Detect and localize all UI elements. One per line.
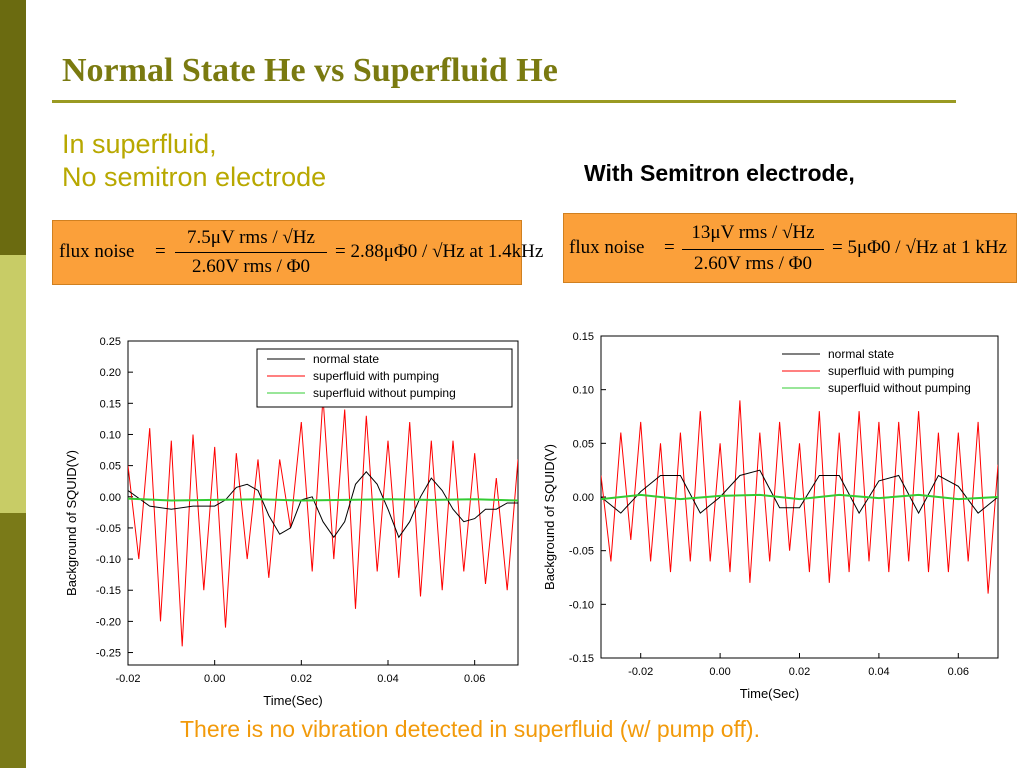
y-tick-label: -0.10	[569, 599, 594, 611]
sidebar-band-middle	[0, 255, 26, 513]
formula-fraction-bar	[682, 249, 824, 250]
sidebar-band-bottom	[0, 513, 26, 768]
legend-entry: normal state	[313, 352, 379, 366]
x-tick-label: 0.04	[868, 666, 889, 678]
series-line-superfluid-without-pumping	[601, 493, 998, 501]
y-tick-label: -0.05	[96, 523, 121, 535]
x-axis-label: Time(Sec)	[740, 686, 799, 701]
legend-entry: superfluid without pumping	[828, 381, 971, 395]
sidebar-band-top	[0, 0, 26, 255]
formula-label: flux noise	[59, 241, 135, 262]
formula-denominator: 2.60V rms / Φ0	[191, 256, 311, 277]
x-tick-label: 0.00	[709, 666, 730, 678]
x-tick-label: 0.06	[464, 673, 485, 685]
legend-entry: superfluid with pumping	[828, 364, 954, 378]
x-tick-label: 0.02	[789, 666, 810, 678]
subtitle-right: With Semitron electrode,	[584, 160, 855, 186]
x-tick-label: -0.02	[628, 666, 653, 678]
chart-right: 0.15 0.10 0.05 0.00 -0.05 -0.10 -0.15 -0.02 0.00…	[542, 331, 999, 701]
formula-equals: =	[664, 237, 675, 258]
series-line-normal-state	[128, 471, 518, 539]
subtitle-left-line1: In superfluid,	[62, 129, 217, 159]
subtitle-left-line2: No semitron electrode	[62, 162, 327, 192]
y-tick-label: 0.15	[573, 331, 594, 343]
x-tick-label: 0.06	[948, 666, 969, 678]
legend-entry: superfluid without pumping	[313, 386, 456, 400]
legend: normal state superfluid with pumping super…	[256, 348, 513, 408]
y-tick-label: 0.10	[573, 385, 594, 397]
x-tick-label: 0.04	[377, 673, 398, 685]
formula-denominator: 2.60V rms / Φ0	[693, 253, 813, 274]
y-tick-label: 0.05	[100, 461, 121, 473]
formula-numerator: 7.5μV rms / √Hz	[187, 227, 315, 248]
slide-title: Normal State He vs Superfluid He	[62, 52, 558, 89]
series-line-normal-state	[601, 469, 998, 515]
formula-equals: =	[155, 241, 166, 262]
y-tick-label: -0.05	[569, 546, 594, 558]
formula-result: = 2.88μΦ0 / √Hz at 1.4kHz	[335, 241, 544, 262]
x-tick-label: 0.02	[291, 673, 312, 685]
formula-label: flux noise	[569, 237, 645, 258]
legend: normal state superfluid with pumping super…	[782, 347, 971, 395]
formula-fraction-bar	[175, 252, 327, 253]
title-underline	[52, 100, 956, 103]
y-tick-label: -0.15	[569, 653, 594, 665]
y-tick-label: 0.10	[100, 429, 121, 441]
sidebar-decoration	[0, 0, 26, 768]
formula-box-left: flux noise = 7.5μV rms / √Hz 2.60V rms /…	[52, 220, 543, 285]
formula-numerator: 13μV rms / √Hz	[691, 222, 815, 243]
legend-entry: normal state	[828, 347, 894, 361]
y-axis-label: Background of SQUID(V)	[64, 450, 79, 596]
y-tick-label: -0.25	[96, 648, 121, 660]
series-line-superfluid-with-pumping	[601, 400, 998, 594]
formula-box-right: flux noise = 13μV rms / √Hz 2.60V rms / …	[563, 213, 1017, 283]
subtitle-left: In superfluid, No semitron electrode	[62, 128, 326, 194]
x-tick-label: -0.02	[115, 673, 140, 685]
x-tick-label: 0.00	[204, 673, 225, 685]
legend-entry: superfluid with pumping	[313, 369, 439, 383]
y-axis-label: Background of SQUID(V)	[542, 444, 557, 590]
y-tick-label: 0.05	[573, 438, 594, 450]
chart-left: 0.25 0.20 0.15 0.10 0.05 0.00 -0.05 -0.10 -0.15 -…	[64, 336, 519, 708]
y-tick-label: 0.20	[100, 367, 121, 379]
y-tick-label: -0.20	[96, 616, 121, 628]
formula-result: = 5μΦ0 / √Hz at 1 kHz	[832, 237, 1008, 258]
y-tick-label: 0.25	[100, 336, 121, 348]
y-tick-label: 0.00	[100, 492, 121, 504]
y-tick-label: -0.10	[96, 554, 121, 566]
y-tick-label: 0.15	[100, 398, 121, 410]
series-line-superfluid-without-pumping	[128, 497, 518, 502]
y-tick-label: 0.00	[573, 492, 594, 504]
y-tick-label: -0.15	[96, 585, 121, 597]
x-axis-label: Time(Sec)	[263, 693, 322, 708]
conclusion-text: There is no vibration detected in superf…	[180, 716, 760, 742]
